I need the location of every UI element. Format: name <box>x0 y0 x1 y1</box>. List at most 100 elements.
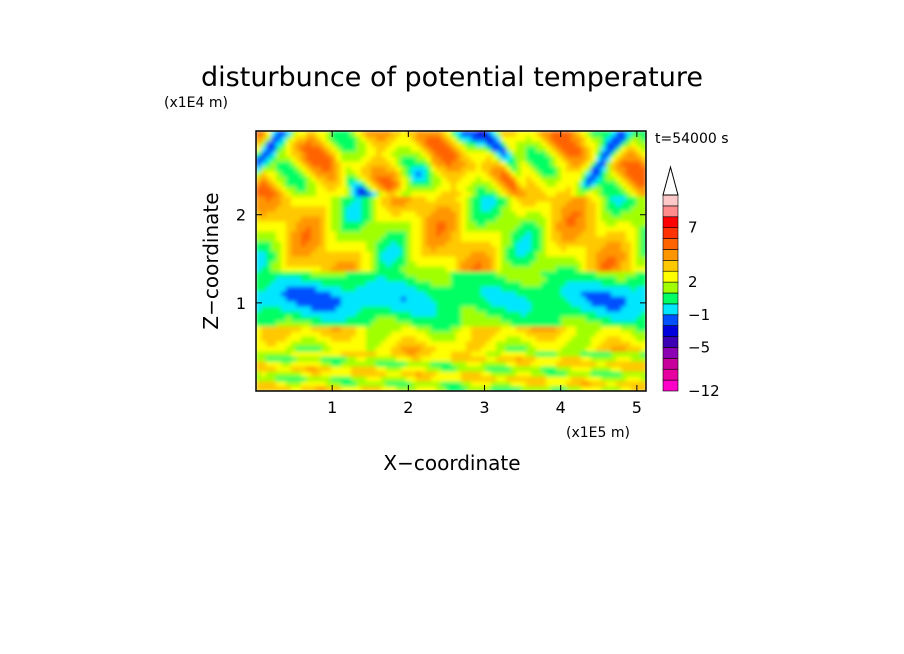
contour-cell <box>376 291 382 297</box>
contour-cell <box>461 156 467 162</box>
contour-cell <box>546 351 552 357</box>
contour-cell <box>266 296 272 302</box>
contour-cell <box>441 386 447 391</box>
contour-cell <box>576 376 582 382</box>
contour-cell <box>406 296 412 302</box>
contour-cell <box>466 346 472 352</box>
contour-cell <box>401 341 407 347</box>
contour-cell <box>481 301 487 307</box>
contour-cell <box>271 296 277 302</box>
contour-cell <box>486 201 492 207</box>
contour-cell <box>361 306 367 312</box>
contour-cell <box>436 336 442 342</box>
contour-cell <box>256 186 262 192</box>
contour-cell <box>341 151 347 157</box>
contour-cell <box>571 246 577 252</box>
contour-cell <box>566 376 572 382</box>
contour-cell <box>416 146 422 152</box>
contour-cell <box>496 256 502 262</box>
contour-cell <box>386 311 392 317</box>
contour-cell <box>536 206 542 212</box>
contour-cell <box>526 181 532 187</box>
contour-cell <box>361 231 367 237</box>
contour-cell <box>346 331 352 337</box>
contour-cell <box>281 186 287 192</box>
contour-cell <box>366 206 372 212</box>
contour-cell <box>306 151 312 157</box>
y-tick-label: 1 <box>236 294 246 313</box>
contour-cell <box>521 301 527 307</box>
contour-cell <box>321 151 327 157</box>
contour-cell <box>471 186 477 192</box>
contour-cell <box>286 241 292 247</box>
contour-cell <box>611 246 617 252</box>
contour-cell <box>576 381 582 387</box>
contour-cell <box>326 231 332 237</box>
colorbar-swatch <box>662 292 679 305</box>
contour-cell <box>316 146 322 152</box>
contour-cell <box>546 311 552 317</box>
contour-cell <box>616 201 622 207</box>
contour-cell <box>456 231 462 237</box>
contour-cell <box>511 341 517 347</box>
contour-cell <box>441 206 447 212</box>
contour-cell <box>341 186 347 192</box>
contour-cell <box>436 346 442 352</box>
contour-cell <box>416 181 422 187</box>
contour-cell <box>481 146 487 152</box>
contour-cell <box>611 156 617 162</box>
contour-cell <box>286 366 292 372</box>
contour-cell <box>571 296 577 302</box>
contour-cell <box>516 381 522 387</box>
contour-cell <box>506 371 512 377</box>
contour-cell <box>491 196 497 202</box>
contour-cell <box>266 256 272 262</box>
contour-cell <box>411 321 417 327</box>
contour-cell <box>311 311 317 317</box>
contour-cell <box>396 221 402 227</box>
contour-cell <box>311 186 317 192</box>
contour-cell <box>286 351 292 357</box>
contour-cell <box>596 311 602 317</box>
contour-cell <box>406 306 412 312</box>
contour-cell <box>486 216 492 222</box>
contour-cell <box>546 201 552 207</box>
contour-cell <box>641 366 646 372</box>
contour-cell <box>566 136 572 142</box>
contour-cell <box>501 221 507 227</box>
contour-cell <box>256 371 262 377</box>
contour-cell <box>366 151 372 157</box>
contour-cell <box>501 151 507 157</box>
contour-cell <box>291 286 297 292</box>
contour-cell <box>621 146 627 152</box>
contour-cell <box>591 316 597 322</box>
contour-cell <box>451 171 457 177</box>
contour-cell <box>461 376 467 382</box>
contour-cell <box>376 326 382 332</box>
contour-cell <box>321 251 327 257</box>
contour-cell <box>336 291 342 297</box>
contour-cell <box>411 331 417 337</box>
contour-cell <box>261 226 267 232</box>
contour-cell <box>311 341 317 347</box>
contour-cell <box>571 326 577 332</box>
contour-cell <box>261 156 267 162</box>
contour-cell <box>566 286 572 292</box>
contour-cell <box>351 186 357 192</box>
contour-cell <box>351 376 357 382</box>
contour-cell <box>616 236 622 242</box>
contour-cell <box>411 336 417 342</box>
contour-cell <box>581 351 587 357</box>
contour-cell <box>306 186 312 192</box>
contour-cell <box>266 366 272 372</box>
contour-cell <box>561 316 567 322</box>
contour-cell <box>326 251 332 257</box>
contour-cell <box>476 146 482 152</box>
contour-cell <box>266 291 272 297</box>
contour-cell <box>546 131 552 137</box>
contour-cell <box>441 306 447 312</box>
contour-cell <box>481 251 487 257</box>
contour-cell <box>361 161 367 167</box>
contour-cell <box>541 286 547 292</box>
contour-cell <box>596 176 602 182</box>
